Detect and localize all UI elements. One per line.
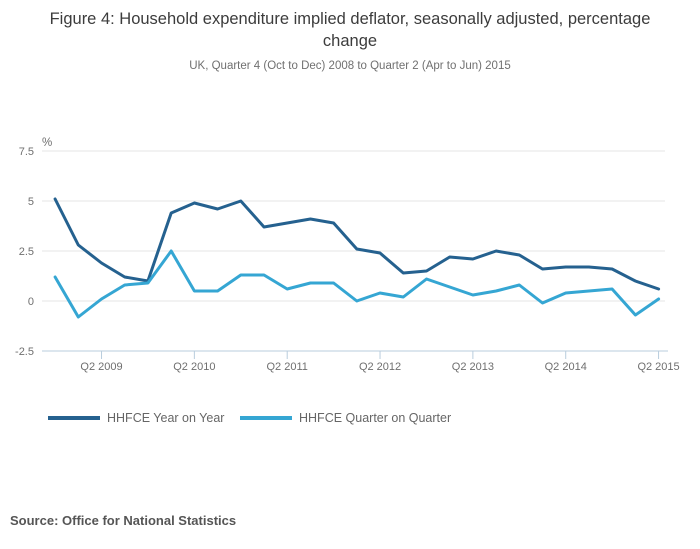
x-tick-label: Q2 2014 bbox=[545, 361, 587, 373]
chart-svg: 7.5 5 2.5 0 -2.5% Q2 2009 Q2 2010 Q2 2011 Q2 201… bbox=[15, 137, 680, 373]
legend-label-year-on-year: HHFCE Year on Year bbox=[107, 411, 225, 425]
x-tick-label: Q2 2009 bbox=[80, 361, 122, 373]
series-line-0 bbox=[53, 197, 661, 291]
chart-legend: HHFCE Year on Year HHFCE Quarter on Quar… bbox=[0, 409, 700, 427]
legend-item-year-on-year: HHFCE Year on Year bbox=[48, 409, 224, 427]
chart-title: Figure 4: Household expenditure implied … bbox=[49, 10, 651, 50]
y-tick-label: 7.5 bbox=[19, 146, 34, 158]
x-tick-label: Q2 2015 bbox=[637, 361, 679, 373]
x-tick-label: Q2 2011 bbox=[267, 361, 308, 373]
x-tick-label: Q2 2012 bbox=[359, 361, 401, 373]
legend-item-quarter-on-quarter: HHFCE Quarter on Quarter bbox=[240, 409, 451, 427]
y-tick-label: -2.5 bbox=[15, 346, 34, 358]
y-tick-label: 0 bbox=[28, 296, 34, 308]
y-tick-label: 2.5 bbox=[19, 246, 34, 258]
y-tick-label: 5 bbox=[28, 196, 34, 208]
series-line-1 bbox=[53, 249, 661, 319]
legend-label-quarter-on-quarter: HHFCE Quarter on Quarter bbox=[299, 411, 452, 425]
x-tick-label: Q2 2013 bbox=[452, 361, 494, 373]
chart-subtitle: UK, Quarter 4 (Oct to Dec) 2008 to Quart… bbox=[189, 60, 511, 72]
legend-swatch-quarter-on-quarter-icon bbox=[240, 416, 292, 420]
x-tick-label: Q2 2010 bbox=[173, 361, 215, 373]
source-note: Source: Office for National Statistics bbox=[10, 513, 237, 528]
y-axis-unit-label: % bbox=[42, 137, 52, 149]
legend-swatch-year-on-year-icon bbox=[48, 416, 100, 420]
